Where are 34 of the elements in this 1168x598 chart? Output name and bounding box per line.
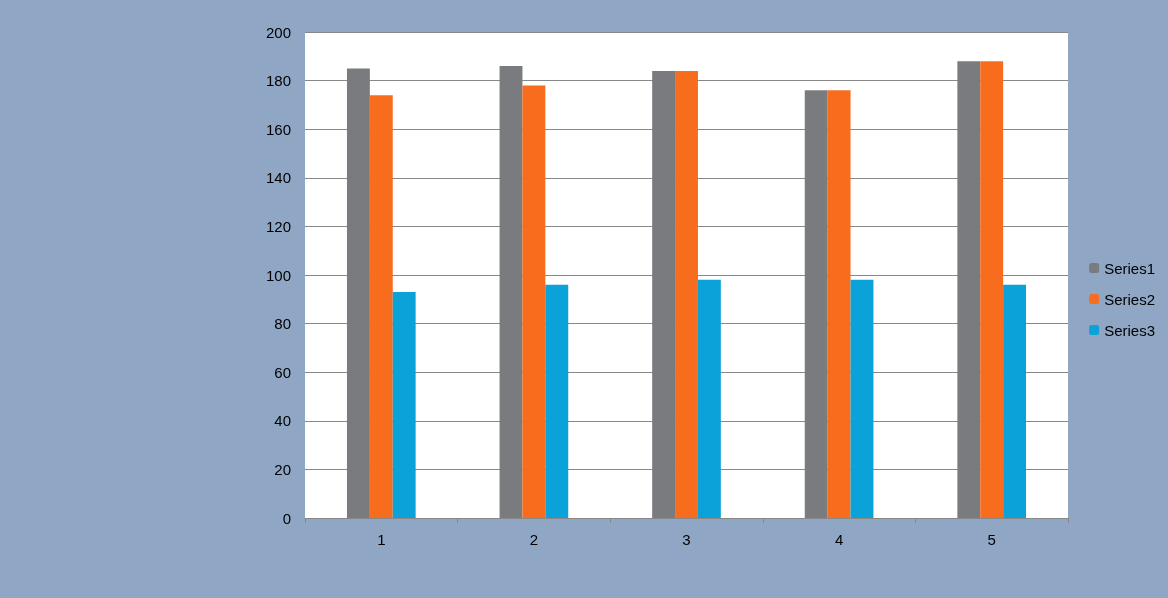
- x-tick-label: 3: [682, 531, 691, 548]
- y-tick-label: 60: [274, 363, 291, 381]
- bar: [392, 292, 416, 518]
- bar: [804, 90, 828, 518]
- bar: [697, 279, 721, 518]
- bar: [369, 95, 393, 518]
- x-tick-label: 5: [987, 531, 996, 548]
- y-tick-label: 200: [265, 23, 291, 41]
- x-tick-label: 2: [529, 531, 539, 548]
- x-tick-label: 1: [377, 531, 386, 548]
- y-tick-label: 120: [265, 217, 291, 235]
- y-tick-label: 100: [265, 266, 291, 284]
- bar: [850, 279, 874, 518]
- x-tick-label: 4: [834, 531, 844, 548]
- bar: [827, 90, 851, 518]
- legend-label: Series3: [1104, 321, 1155, 339]
- bar: [980, 61, 1004, 518]
- bar: [1003, 284, 1027, 518]
- y-tick-label: 160: [265, 120, 291, 138]
- legend-label: Series2: [1104, 290, 1155, 308]
- y-tick-label: 80: [274, 315, 291, 333]
- bar: [957, 61, 981, 518]
- legend-label: Series1: [1104, 259, 1155, 277]
- bar: [675, 70, 698, 518]
- bar: [652, 70, 676, 518]
- bar: [499, 66, 523, 518]
- y-tick-label: 0: [282, 509, 291, 527]
- y-tick-label: 180: [265, 72, 291, 90]
- bar: [346, 68, 370, 518]
- y-tick-label: 40: [274, 412, 291, 430]
- y-tick-label: 140: [265, 169, 291, 187]
- bar: [545, 284, 569, 518]
- bar: [522, 85, 546, 518]
- y-tick-label: 20: [274, 460, 291, 478]
